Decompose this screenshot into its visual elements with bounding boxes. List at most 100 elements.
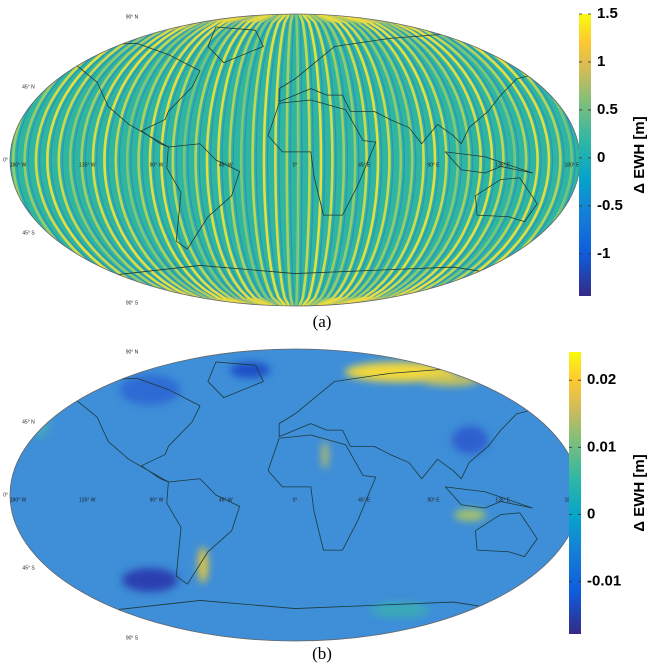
stripe bbox=[239, 14, 280, 306]
stripe bbox=[107, 14, 242, 306]
stripe bbox=[274, 14, 291, 306]
caption: (b) bbox=[312, 644, 332, 663]
longitude-label: 135° E bbox=[495, 162, 511, 168]
stripe bbox=[326, 14, 403, 306]
stripe bbox=[148, 14, 252, 306]
caption: (a) bbox=[313, 312, 332, 331]
colorbar-tick-label: 1.5 bbox=[597, 5, 618, 22]
stripe bbox=[266, 14, 290, 306]
stripe bbox=[285, 14, 294, 306]
annotations: 90° N 45° N 0° 45° S 90° S 180° W 135° W 90° W 4… bbox=[3, 5, 648, 663]
stripe bbox=[357, 14, 505, 306]
stripe bbox=[289, 14, 297, 306]
stripe bbox=[152, 14, 256, 306]
colorbar-tick-label: -0.01 bbox=[587, 573, 621, 590]
stripe bbox=[364, 14, 528, 306]
stripe bbox=[217, 14, 273, 306]
stripe bbox=[367, 14, 531, 306]
stripe bbox=[340, 14, 440, 306]
stripe bbox=[350, 14, 474, 306]
stripe bbox=[73, 14, 232, 306]
latitude-label: 45° N bbox=[22, 419, 35, 425]
stripe bbox=[137, 14, 249, 306]
stripe bbox=[228, 14, 277, 306]
longitude-label: 90° E bbox=[427, 497, 440, 503]
stripe bbox=[364, 14, 520, 306]
stripe bbox=[103, 14, 239, 306]
map-b bbox=[10, 349, 580, 641]
colorbar-tick-label: -0.5 bbox=[597, 197, 623, 214]
stripe bbox=[347, 14, 471, 306]
stripe bbox=[305, 14, 334, 306]
latitude-label: 45° S bbox=[22, 565, 35, 571]
stripe bbox=[312, 14, 349, 306]
stripe bbox=[302, 14, 314, 306]
stripe bbox=[353, 14, 494, 306]
stripe bbox=[114, 14, 242, 306]
stripe bbox=[194, 14, 266, 306]
colorbar-tick-label: -1 bbox=[597, 245, 610, 262]
stripe bbox=[251, 14, 284, 306]
stripe bbox=[347, 14, 463, 306]
longitude-label: 135° W bbox=[79, 162, 96, 168]
stripe bbox=[336, 14, 437, 306]
stripe bbox=[84, 14, 235, 306]
latitude-label: 90° S bbox=[126, 300, 139, 306]
colorbar-label: Δ EWH [m] bbox=[631, 116, 648, 193]
latitude-label: 0° bbox=[3, 157, 8, 163]
stripe bbox=[360, 14, 517, 306]
stripe bbox=[329, 14, 414, 306]
stripe bbox=[171, 14, 259, 306]
stripe bbox=[175, 14, 263, 306]
stripe bbox=[316, 14, 360, 306]
longitude-label: 45° E bbox=[358, 162, 371, 168]
stripe bbox=[333, 14, 417, 306]
stripe bbox=[160, 14, 256, 306]
colorbar-tick-label: 0.02 bbox=[587, 371, 616, 388]
stripe bbox=[305, 14, 326, 306]
longitude-label: 45° W bbox=[219, 162, 233, 168]
longitude-label: 90° E bbox=[427, 162, 440, 168]
map-background bbox=[10, 14, 580, 306]
map-a bbox=[10, 14, 580, 306]
longitude-label: 90° W bbox=[150, 497, 164, 503]
stripe bbox=[308, 14, 346, 306]
stripe bbox=[95, 14, 239, 306]
stripe bbox=[367, 14, 539, 306]
stripe bbox=[57, 14, 225, 306]
longitude-label: 45° E bbox=[358, 497, 371, 503]
colorbar bbox=[569, 352, 581, 634]
stripe bbox=[298, 14, 311, 306]
stripe bbox=[323, 14, 383, 306]
stripe bbox=[371, 14, 551, 306]
latitude-label: 0° bbox=[3, 492, 8, 498]
stripe bbox=[309, 14, 337, 306]
colorbar bbox=[579, 14, 591, 296]
stripe bbox=[118, 14, 245, 306]
stripe bbox=[333, 14, 425, 306]
stripe bbox=[371, 14, 542, 306]
stripe bbox=[232, 14, 280, 306]
stripe bbox=[164, 14, 259, 306]
colorbar-tick-label: 0.01 bbox=[587, 438, 616, 455]
stripe bbox=[326, 14, 394, 306]
longitude-label: 0° bbox=[293, 497, 298, 503]
colorbar-tick-label: 1 bbox=[597, 53, 605, 70]
stripe bbox=[244, 14, 283, 306]
colorbar-tick-label: 0.5 bbox=[597, 101, 618, 118]
stripe bbox=[91, 14, 235, 306]
stripe bbox=[125, 14, 245, 306]
stripe bbox=[255, 14, 287, 306]
colorbar-tick-label: 0 bbox=[587, 505, 595, 522]
stripe bbox=[312, 14, 357, 306]
longitude-label: 0° bbox=[293, 162, 298, 168]
stripe bbox=[38, 14, 221, 306]
stripe bbox=[298, 14, 303, 306]
colorbar-label: Δ EWH [m] bbox=[631, 454, 648, 531]
longitude-label: 180° E bbox=[564, 162, 580, 168]
colorbar-tick-label: 0 bbox=[597, 149, 605, 166]
anomalies bbox=[30, 362, 488, 618]
stripe bbox=[278, 14, 294, 306]
stripe bbox=[301, 14, 323, 306]
